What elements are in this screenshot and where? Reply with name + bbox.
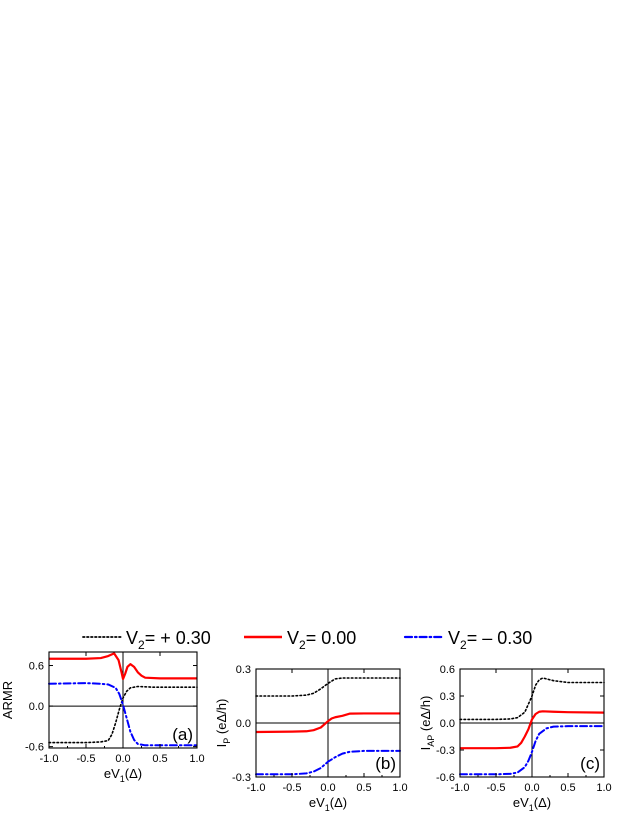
x-tick-label: 0.5 <box>356 782 371 794</box>
x-tick-label: -0.5 <box>487 782 506 794</box>
legend-label: V2= + 0.30 <box>126 628 211 652</box>
series-line-2 <box>255 712 400 734</box>
panels: -1.0 -0.5 0.0 0.5 1.0-0.60.00.6eV1(Δ)ARMR(a)… <box>0 651 612 813</box>
legend-entry: V2= – 0.30 <box>403 628 532 652</box>
series-line-1 <box>255 677 401 697</box>
legend-var: V <box>287 628 299 648</box>
legend-sub: 2 <box>460 638 467 652</box>
x-label-sub: 1 <box>325 803 330 813</box>
x-tick-label: 1.0 <box>189 753 204 765</box>
series-line-1 <box>459 677 605 721</box>
x-tick-label: -0.5 <box>77 753 96 765</box>
y-label-unit: (eΔ/h) <box>418 696 433 735</box>
x-tick-label: 1.0 <box>392 782 407 794</box>
x-tick-label: -0.5 <box>283 782 302 794</box>
y-tick-label: -0.3 <box>436 745 455 757</box>
legend-value: = 0.00 <box>306 628 357 648</box>
y-label-main: ARMR <box>0 681 15 719</box>
panel-a: -1.0 -0.5 0.0 0.5 1.0 -0.6 0.0 0.6 eV1(Δ) ARMR (a) <box>0 651 205 784</box>
legend-entry: V2= 0.00 <box>244 628 356 652</box>
y-label-sub: P <box>222 738 232 744</box>
x-axis-label: eV1(Δ) <box>513 795 551 813</box>
series-line-3 <box>48 682 198 747</box>
y-tick-label: 0.3 <box>236 664 251 676</box>
legend-label: V2= 0.00 <box>287 628 356 652</box>
x-label-main: eV <box>309 795 325 810</box>
x-tick-label: -1.0 <box>247 782 266 794</box>
y-label-unit: (eΔ/h) <box>214 699 229 738</box>
panel-label: (c) <box>580 754 600 773</box>
panel-c: -1.0 -0.5 0.0 0.5 1.0 -0.6 -0.3 0.0 0.3 0.6 eV1(Δ)… <box>418 664 612 813</box>
y-tick-label: 0.0 <box>29 701 44 713</box>
panel-label: (a) <box>172 725 193 744</box>
series-line-2 <box>460 710 605 750</box>
y-tick-label: 0.3 <box>440 691 455 703</box>
x-label-main: eV <box>104 766 120 781</box>
y-tick-label: -0.3 <box>232 772 251 784</box>
x-tick-label: 0.0 <box>320 782 335 794</box>
legend-entry: V2= + 0.30 <box>82 628 211 652</box>
legend-var: V <box>126 628 138 648</box>
x-tick-label: 0.0 <box>524 782 539 794</box>
x-label-unit: (Δ) <box>534 795 551 810</box>
y-tick-label: 0.6 <box>29 661 44 673</box>
x-tick-label: -1.0 <box>40 753 59 765</box>
y-label-main: I <box>418 747 433 751</box>
x-tick-label: 0.0 <box>115 753 130 765</box>
y-tick-label: 0.0 <box>440 718 455 730</box>
x-axis-label: eV1(Δ) <box>104 766 142 784</box>
y-tick-label: -0.6 <box>436 772 455 784</box>
x-tick-label: 1.0 <box>596 782 611 794</box>
legend-label: V2= – 0.30 <box>448 628 532 652</box>
legend-value: = + 0.30 <box>145 628 211 648</box>
x-tick-label: 0.5 <box>560 782 575 794</box>
legend-value: = – 0.30 <box>467 628 533 648</box>
y-tick-label: 0.0 <box>236 718 251 730</box>
panel-b: -1.0 -0.5 0.0 0.5 1.0 -0.3 0.0 0.3 eV1(Δ) IP (eΔ/… <box>214 664 408 813</box>
y-axis-label: ARMR <box>0 681 15 719</box>
x-axis-label: eV1(Δ) <box>309 795 347 813</box>
x-tick-label: 0.5 <box>152 753 167 765</box>
y-label-sub: AP <box>426 735 436 747</box>
legend-var: V <box>448 628 460 648</box>
y-axis-label: IAP (eΔ/h) <box>418 696 436 751</box>
x-label-main: eV <box>513 795 529 810</box>
legend-sub: 2 <box>299 638 306 652</box>
x-label-sub: 1 <box>120 774 125 784</box>
legend: V2= + 0.30 V2= 0.00 V2= – 0.30 <box>82 628 532 652</box>
x-label-unit: (Δ) <box>330 795 347 810</box>
y-tick-label: -0.6 <box>25 742 44 754</box>
series-line-2 <box>49 652 197 681</box>
x-label-unit: (Δ) <box>125 766 142 781</box>
y-tick-label: 0.6 <box>440 664 455 676</box>
x-label-sub: 1 <box>529 803 534 813</box>
legend-sub: 2 <box>138 638 145 652</box>
y-axis-label: IP (eΔ/h) <box>214 699 232 748</box>
series-line-3 <box>255 749 401 776</box>
y-label-main: I <box>214 744 229 748</box>
series-line-3 <box>459 725 605 776</box>
x-tick-label: -1.0 <box>451 782 470 794</box>
series-line-1 <box>48 685 198 744</box>
panel-label: (b) <box>375 754 396 773</box>
